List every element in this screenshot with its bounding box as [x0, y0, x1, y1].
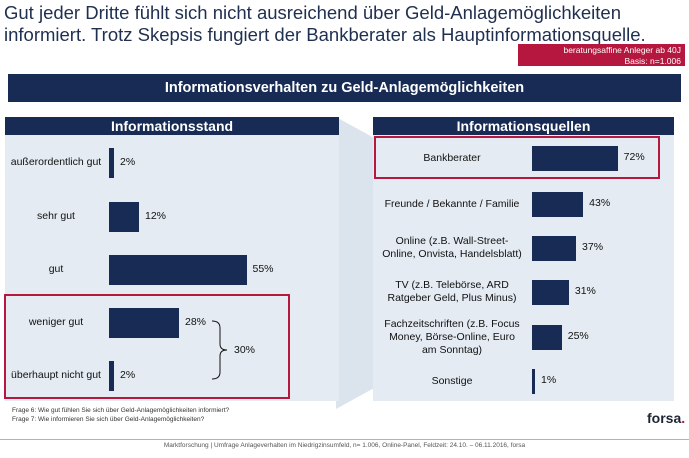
value-label-weniger-gut: 28%: [185, 316, 207, 328]
source-label-fachzeitschriften-z-b-focus-money-börse-: Fachzeitschriften (z.B. Focus Money, Börs…: [384, 317, 520, 356]
source-value-tv-z-b-telebörse-ard-ratgeber-geld-plus-: 31%: [574, 285, 596, 297]
category-label-sehr-gut: sehr gut: [37, 210, 75, 222]
source-label-freunde-bekannte-familie: Freunde / Bekannte / Familie: [384, 197, 520, 210]
footnote-question-6: Frage 6: Wie gut fühlen Sie sich über Ge…: [12, 407, 230, 414]
basis-badge: beratungsaffine Anleger ab 40J Basis: n=…: [518, 44, 685, 66]
footnote-question-7: Frage 7: Wie informieren Sie sich über G…: [12, 416, 205, 423]
bar-überhaupt-nicht-gut: [109, 361, 114, 391]
source-value-bankberater: 72%: [623, 151, 645, 163]
bar-weniger-gut: [109, 308, 179, 338]
category-label-überhaupt-nicht-gut: überhaupt nicht gut: [11, 369, 101, 381]
source-bar-sonstige: [532, 368, 535, 394]
basis-line-2: Basis: n=1.006: [624, 55, 681, 66]
highlight-box-bankberater: [374, 136, 660, 179]
source-label-tv-z-b-telebörse-ard-ratgeber-geld-plus-: TV (z.B. Telebörse, ARD Ratgeber Geld, Pl…: [387, 279, 517, 304]
footer-source: Marktforschung | Umfrage Anlageverhalten…: [163, 442, 526, 449]
forsa-logo: forsa.: [647, 410, 685, 426]
funnel-arrow-shape: [336, 117, 376, 409]
headline-line-1: Gut jeder Dritte fühlt sich nicht ausrei…: [4, 2, 621, 23]
headline: Gut jeder Dritte fühlt sich nicht ausrei…: [4, 2, 689, 46]
category-label-gut: gut: [48, 263, 64, 275]
source-bar-tv-z-b-telebörse-ard-ratgeber-geld-plus-: [532, 279, 569, 305]
category-label-weniger-gut: weniger gut: [28, 316, 84, 328]
logo-dot: .: [681, 410, 686, 426]
source-bar-bankberater: [532, 145, 618, 171]
source-label-online-z-b-wall-street-online-onvista-ha: Online (z.B. Wall-Street- Online, Onvista…: [382, 235, 522, 260]
value-label-außerordentlich-gut: 2%: [120, 156, 136, 168]
source-value-sonstige: 1%: [541, 374, 557, 386]
source-value-fachzeitschriften-z-b-focus-money-börse-: 25%: [567, 330, 589, 342]
source-label-sonstige: Sonstige: [431, 374, 473, 387]
source-value-freunde-bekannte-familie: 43%: [589, 197, 611, 209]
source-bar-freunde-bekannte-familie: [532, 191, 584, 217]
value-label-gut: 55%: [252, 263, 274, 275]
basis-line-1: beratungsaffine Anleger ab 40J: [563, 45, 681, 55]
left-panel-title: Informationsstand: [5, 117, 339, 135]
bracket-30-percent: [211, 320, 228, 380]
highlight-box-weniger-gut: [4, 294, 290, 399]
source-bar-fachzeitschriften-z-b-focus-money-börse-: [532, 324, 562, 350]
bar-außerordentlich-gut: [109, 148, 114, 178]
source-bar-online-z-b-wall-street-online-onvista-ha: [532, 235, 577, 261]
logo-text: forsa: [647, 410, 682, 426]
bar-sehr-gut: [109, 202, 139, 232]
value-label-überhaupt-nicht-gut: 2%: [120, 369, 136, 381]
main-title-bar: Informationsverhalten zu Geld-Anlagemögl…: [8, 74, 681, 102]
right-panel-background: [373, 135, 674, 401]
headline-line-2: informiert. Trotz Skepsis fungiert der B…: [4, 24, 646, 45]
bar-gut: [109, 255, 247, 285]
source-value-online-z-b-wall-street-online-onvista-ha: 37%: [582, 241, 604, 253]
footer-divider: [0, 439, 689, 440]
value-label-sehr-gut: 12%: [145, 210, 167, 222]
source-label-bankberater: Bankberater: [423, 151, 481, 164]
bracket-annotation-label: 30%: [234, 344, 256, 356]
category-label-außerordentlich-gut: außerordentlich gut: [10, 156, 102, 168]
right-panel-title: Informationsquellen: [373, 117, 674, 135]
